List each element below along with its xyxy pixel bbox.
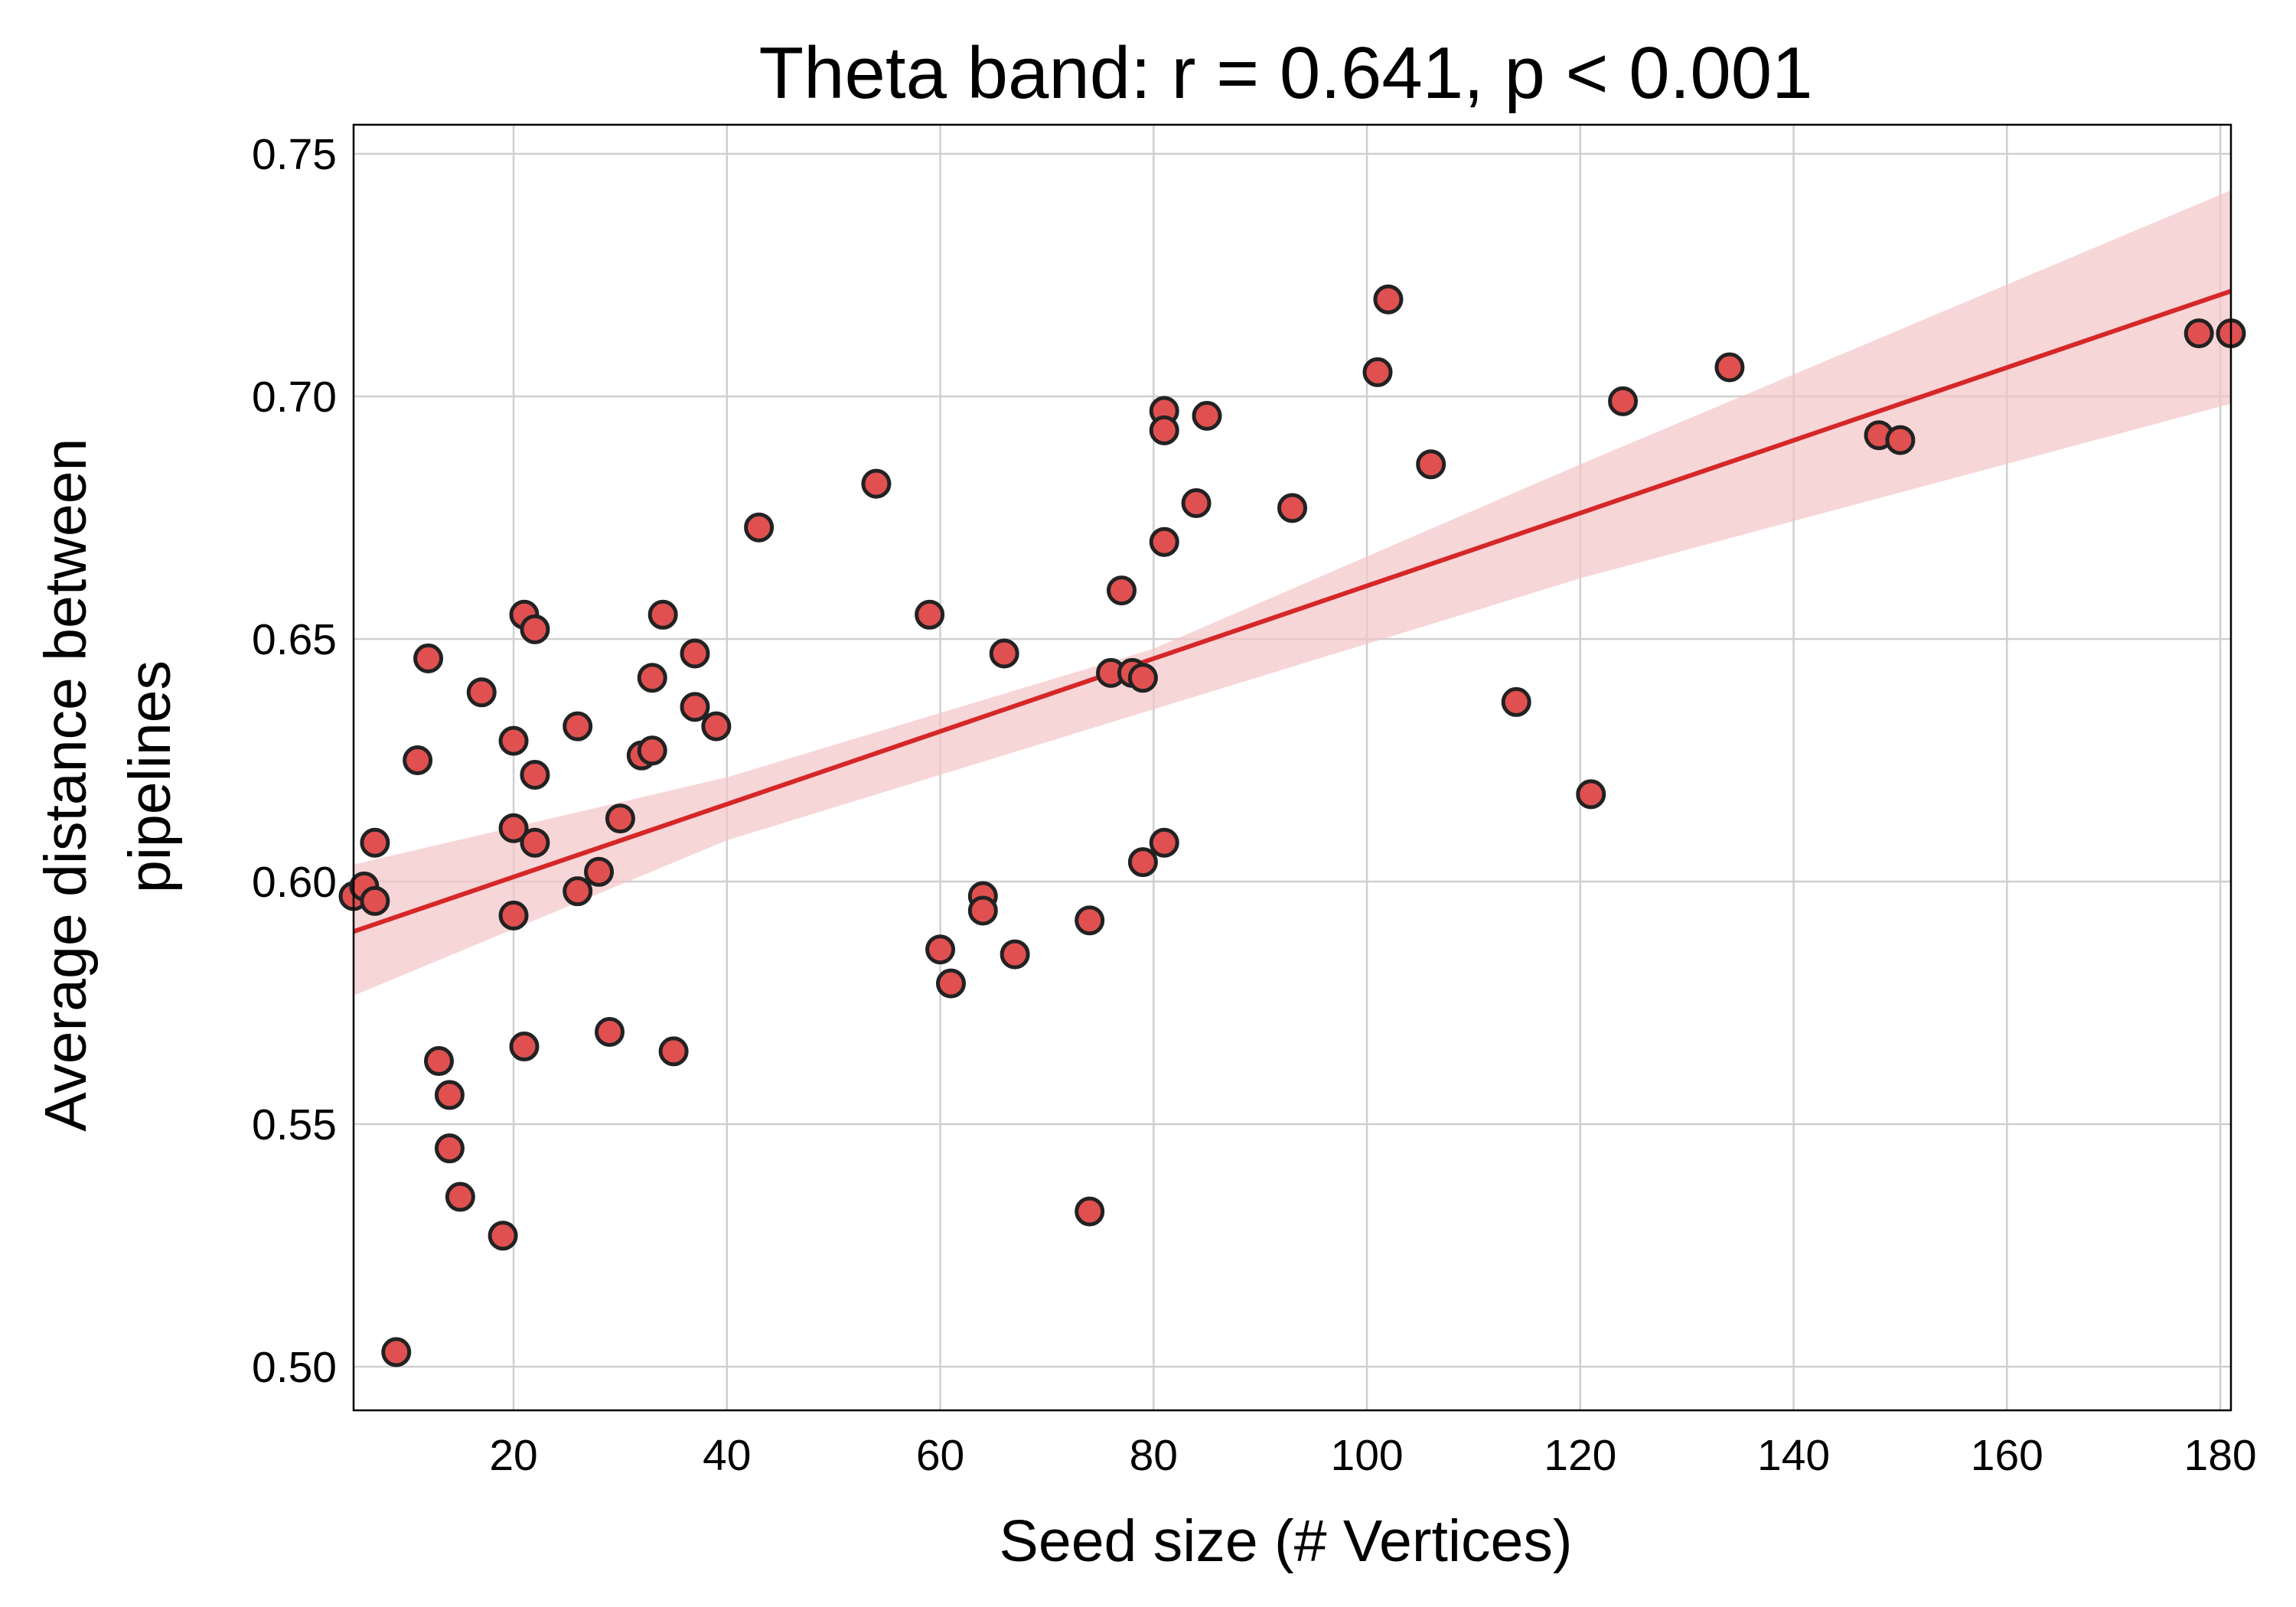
y-tick-label: 0.75 — [252, 130, 337, 179]
data-point — [1501, 686, 1531, 717]
plot-area-frame — [352, 123, 2232, 1412]
chart-title: Theta band: r = 0.641, p < 0.001 — [758, 32, 1812, 114]
data-point — [466, 677, 497, 708]
data-point — [563, 711, 593, 742]
data-point — [1000, 939, 1030, 970]
y-tick-label: 0.55 — [252, 1100, 337, 1149]
data-point — [680, 638, 710, 669]
data-point — [915, 599, 945, 630]
data-point — [498, 900, 529, 931]
regression-line-layer — [354, 288, 2231, 934]
data-point — [563, 876, 593, 907]
data-point — [488, 1221, 518, 1251]
data-point — [445, 1182, 475, 1212]
data-point — [1127, 663, 1158, 693]
data-point — [498, 725, 529, 756]
data-point — [498, 813, 529, 843]
y-axis-label: Average distance between pipelines — [33, 422, 183, 1132]
data-point — [424, 1046, 454, 1077]
data-point — [595, 1017, 625, 1048]
confidence-band-layer — [354, 190, 2231, 996]
data-point — [1277, 493, 1307, 523]
regression-line — [354, 288, 2231, 934]
data-point — [434, 1133, 465, 1164]
data-point — [647, 599, 678, 630]
x-axis-label: Seed size (# Vertices) — [1000, 1508, 1573, 1574]
data-point — [936, 968, 966, 999]
data-point — [1149, 827, 1179, 858]
data-point — [520, 827, 550, 858]
y-tick-label: 0.60 — [252, 858, 337, 907]
data-point — [1885, 425, 1916, 455]
confidence-band — [354, 190, 2231, 996]
data-point — [413, 643, 444, 673]
data-point — [1576, 779, 1606, 810]
data-point — [360, 827, 390, 858]
data-point — [1107, 575, 1137, 606]
data-point — [1362, 357, 1393, 387]
data-point — [637, 663, 667, 693]
y-axis-label-line-2: pipelines — [117, 660, 183, 893]
data-point — [509, 1032, 540, 1062]
data-point — [403, 745, 433, 775]
data-point — [989, 638, 1019, 669]
data-point — [1192, 400, 1222, 431]
data-point — [1127, 847, 1158, 878]
y-axis-label-line-1: Average distance between — [33, 438, 99, 1132]
x-tick-label: 180 — [2184, 1431, 2257, 1480]
data-point — [1075, 1196, 1105, 1227]
x-tick-labels: 20 40 60 80 100 120 140 160 180 — [489, 1431, 2256, 1480]
x-tick-label: 160 — [1971, 1431, 2043, 1480]
data-point — [967, 895, 998, 926]
x-tick-label: 20 — [489, 1431, 537, 1480]
y-tick-label: 0.65 — [252, 615, 337, 664]
x-tick-label: 80 — [1130, 1431, 1178, 1480]
y-tick-label: 0.70 — [252, 373, 337, 422]
data-point — [520, 760, 550, 790]
data-point — [637, 735, 667, 766]
data-point — [381, 1337, 412, 1367]
data-point — [584, 856, 615, 887]
y-tick-labels: 0.50 0.55 0.60 0.65 0.70 0.75 — [252, 130, 337, 1392]
y-tick-label: 0.50 — [252, 1343, 337, 1392]
data-point — [520, 614, 550, 644]
data-point — [1714, 352, 1745, 383]
data-point — [1149, 415, 1179, 445]
data-point — [744, 512, 775, 543]
data-point — [680, 692, 710, 722]
data-point — [1075, 905, 1105, 936]
data-point — [1373, 284, 1404, 315]
data-point — [2183, 318, 2214, 349]
x-tick-label: 140 — [1757, 1431, 1830, 1480]
data-point — [1608, 386, 1639, 416]
data-point — [861, 468, 892, 499]
data-point — [434, 1080, 465, 1110]
data-point — [1416, 449, 1446, 480]
data-point — [1149, 526, 1179, 557]
data-point — [658, 1036, 689, 1067]
x-tick-label: 40 — [703, 1431, 751, 1480]
x-tick-label: 120 — [1544, 1431, 1616, 1480]
x-tick-label: 100 — [1331, 1431, 1404, 1480]
data-point — [1181, 487, 1212, 518]
data-point — [925, 934, 956, 965]
data-point — [360, 885, 390, 916]
data-point — [605, 804, 635, 834]
x-tick-label: 60 — [916, 1431, 964, 1480]
data-point — [701, 711, 732, 742]
